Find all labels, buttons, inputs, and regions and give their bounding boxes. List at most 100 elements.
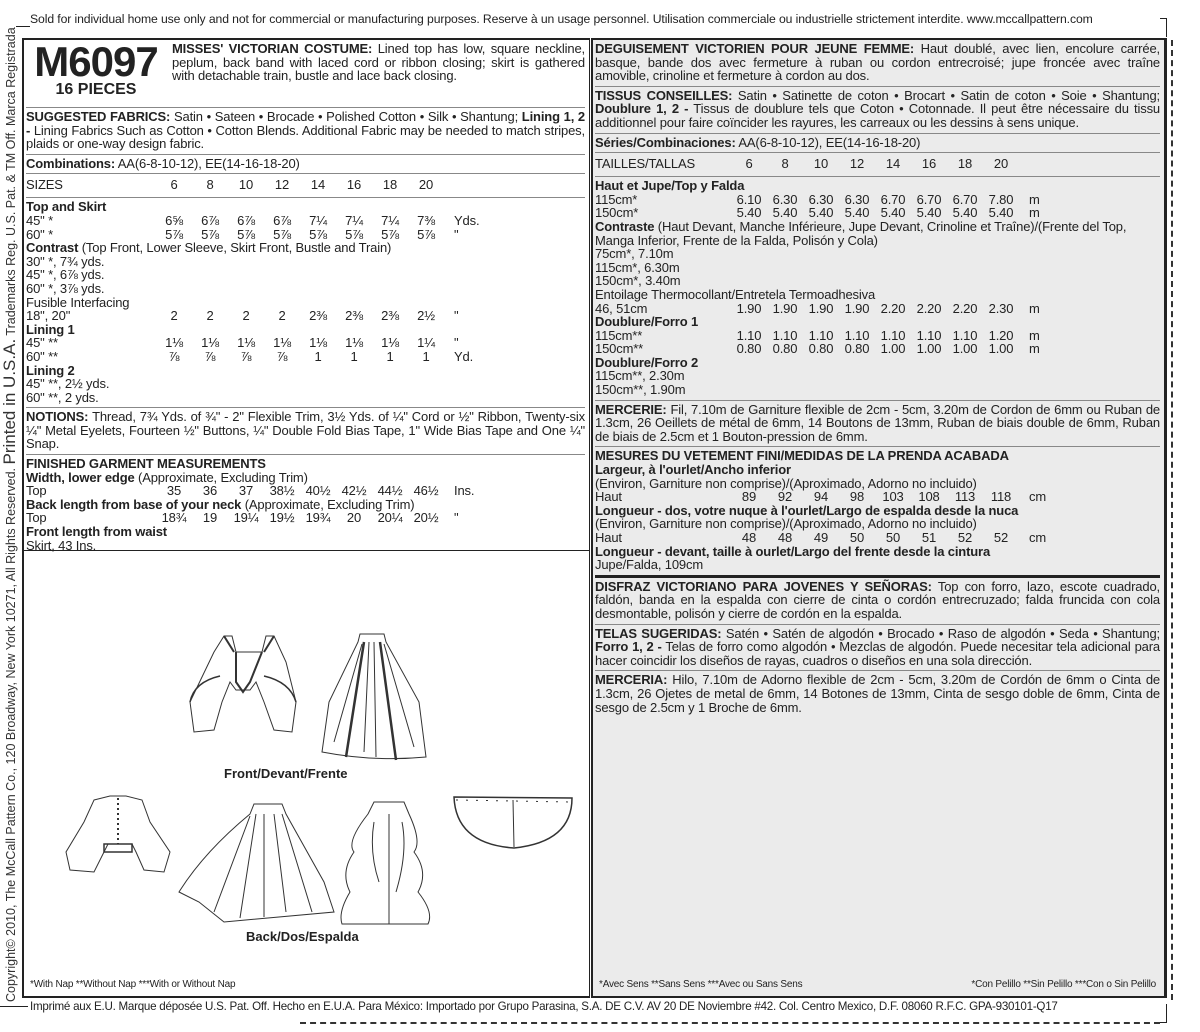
- size-6: 6: [745, 156, 753, 172]
- row-value: 5.40: [772, 205, 798, 221]
- cut-line: [0, 1006, 28, 1007]
- sizes-header: SIZES 6 8 10 12 14 16 18 20: [26, 176, 585, 194]
- plain-text: (Environ, Garniture non comprise)/(Aprox…: [595, 475, 977, 491]
- size-8: 8: [781, 156, 789, 172]
- row-value: 94: [813, 489, 829, 505]
- cut-line: [1171, 40, 1173, 1000]
- row-unit: cm: [1029, 489, 1047, 505]
- fr-sizes-header: TAILLES/TALLAS 6 8 10 12 14 16 18 20: [595, 155, 1160, 173]
- row-text: Width, lower edge (Approximate, Excludin…: [26, 469, 585, 485]
- row-value: ⅞: [168, 348, 180, 364]
- row-value: 1⅛: [345, 335, 363, 351]
- row-value: 2⅜: [381, 308, 399, 324]
- row-value: 1.90: [844, 300, 870, 316]
- row-value: 6.30: [844, 191, 870, 207]
- front-bodice-illustration: [189, 635, 297, 733]
- row-value: 2⅜: [309, 308, 327, 324]
- row-value: 5.40: [844, 205, 870, 221]
- pattern-header: M6097 16 PIECES MISSES' VICTORIAN COSTUM…: [26, 40, 585, 104]
- row-value: 6.70: [880, 191, 906, 207]
- heading-text: Lining 2: [26, 362, 75, 378]
- row-heading: Doublure/Forro 1: [595, 315, 1160, 329]
- row-value: 6.30: [808, 191, 834, 207]
- row-heading: Front length from waist: [26, 525, 585, 539]
- row-label: 18", 20": [26, 308, 71, 324]
- yardage-row: 60" ** ⅞ ⅞ ⅞ ⅞ 1 1 1 1 Yd.: [26, 350, 585, 364]
- heading-text: Doublure/Forro 1: [595, 314, 699, 330]
- row-value: 1.10: [952, 327, 978, 343]
- es-notions-text: Hilo, 7.10m de Adorno flexible de 2cm - …: [595, 672, 1160, 715]
- row-value: 5.40: [736, 205, 762, 221]
- row-value: 20½: [413, 510, 439, 526]
- fr-notions: MERCERIE: Fil, 7.10m de Garniture flexib…: [595, 402, 1160, 444]
- size-6: 6: [170, 177, 178, 193]
- yardage-row: 115cm* 6.10 6.30 6.30 6.30 6.70 6.70 6.70 7.80 m: [595, 193, 1160, 207]
- import-notice: Imprimé aux E.U. Marque déposée U.S. Pat…: [30, 1000, 1058, 1013]
- row-text: Fusible Interfacing: [26, 294, 585, 310]
- bold-text: Back length from base of your neck: [26, 496, 242, 512]
- row-label: 115cm*: [595, 191, 638, 207]
- row-value: 1⅛: [273, 335, 291, 351]
- plain-text: 30" *, 7¾ yds.: [26, 253, 105, 269]
- row-unit: m: [1029, 327, 1040, 343]
- row-value: 18¾: [161, 510, 187, 526]
- row-value: 103: [882, 489, 904, 505]
- row-value: 7¼: [381, 212, 399, 228]
- row-value: 1: [422, 348, 430, 364]
- row-heading: Haut et Jupe/Top y Falda: [595, 179, 1160, 193]
- row-value: 1: [314, 348, 322, 364]
- row-value: 40½: [305, 483, 331, 499]
- row-value: 2½: [417, 308, 435, 324]
- row-text: 30" *, 7¾ yds.: [26, 253, 585, 269]
- row-value: 0.80: [808, 341, 834, 357]
- row-value: 5⅞: [165, 226, 183, 242]
- row-value: 1.90: [808, 300, 834, 316]
- combinations: Combinations: AA(6-8-10-12), EE(14-16-18…: [26, 156, 585, 171]
- row-label: Top: [26, 483, 47, 499]
- row-value: 7¼: [309, 212, 327, 228]
- size-18: 18: [957, 156, 973, 172]
- english-panel: M6097 16 PIECES MISSES' VICTORIAN COSTUM…: [22, 38, 590, 998]
- fr-description: DEGUISEMENT VICTORIEN POUR JEUNE FEMME: …: [595, 42, 1160, 83]
- row-value: 5.40: [916, 205, 942, 221]
- plain-text: 150cm**, 1.90m: [595, 382, 686, 398]
- french-spanish-panel: DEGUISEMENT VICTORIEN POUR JEUNE FEMME: …: [591, 38, 1167, 998]
- bold-text: Width, lower edge: [26, 469, 135, 485]
- row-label: 45" **: [26, 335, 58, 351]
- plain-text: 115cm*, 6.30m: [595, 259, 680, 275]
- heading-text: Haut et Jupe/Top y Falda: [595, 178, 745, 194]
- fabrics-text: Satin • Sateen • Brocade • Polished Cott…: [170, 109, 522, 124]
- row-value: 1.90: [772, 300, 798, 316]
- row-value: 1⅛: [237, 335, 255, 351]
- plain-text: Fusible Interfacing: [26, 294, 130, 310]
- row-label: 45" *: [26, 212, 53, 228]
- row-value: 108: [918, 489, 940, 505]
- row-value: 2.20: [916, 300, 942, 316]
- fr-lining-label: Doublure 1, 2 -: [595, 101, 689, 117]
- row-value: 6⅞: [273, 212, 291, 228]
- row-value: 1⅛: [381, 335, 399, 351]
- size-10: 10: [238, 177, 254, 193]
- row-value: 0.80: [844, 341, 870, 357]
- suggested-fabrics: SUGGESTED FABRICS: Satin • Sateen • Broc…: [26, 110, 585, 151]
- lining-text: Lining Fabrics Such as Cotton • Cotton B…: [26, 122, 585, 152]
- row-value: 48: [741, 530, 757, 545]
- fr-fabrics: TISSUS CONSEILLES: Satin • Satinette de …: [595, 88, 1160, 130]
- row-heading: Largeur, à l'ourlet/Ancho inferior: [595, 463, 1160, 477]
- row-value: 5⅞: [273, 226, 291, 242]
- size-10: 10: [813, 156, 829, 172]
- row-value: 1.10: [808, 327, 834, 343]
- es-fabrics-text: Satén • Satén de algodón • Brocado • Ras…: [721, 625, 1160, 641]
- row-value: ⅞: [276, 348, 288, 364]
- row-value: 98: [849, 489, 865, 505]
- size-20: 20: [418, 177, 434, 193]
- sizes-label: TAILLES/TALLAS: [595, 156, 696, 172]
- row-heading: Longueur - devant, taille à ourlet/Largo…: [595, 544, 1160, 559]
- row-text: 60" *, 3⅞ yds.: [26, 282, 585, 296]
- heading-text: Lining 1: [26, 321, 75, 337]
- train-illustration: [453, 796, 573, 849]
- heading-text: Front length from waist: [26, 524, 167, 540]
- size-8: 8: [206, 177, 214, 193]
- row-value: 5.40: [952, 205, 978, 221]
- yardage-row: Haut 48 48 49 50 50 51 52 52 cm: [595, 531, 1160, 545]
